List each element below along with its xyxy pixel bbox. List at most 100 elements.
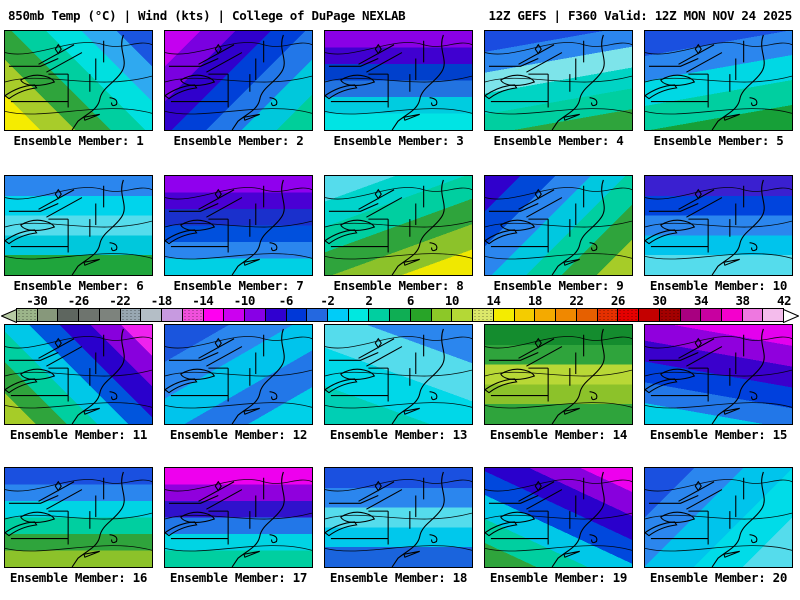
cape-cod-outline: [429, 534, 438, 544]
colorbar-segment--30C: [36, 309, 58, 321]
colorbar-segment-20C: [555, 309, 576, 321]
ensemble-panel-5: Ensemble Member: 5: [644, 30, 793, 148]
colorbar-segment-18C: [534, 309, 556, 321]
state-borders: [328, 477, 425, 545]
st-lawrence-river: [198, 189, 243, 218]
atlantic-coastline: [231, 471, 285, 567]
long-island-outline: [723, 113, 740, 121]
state-borders: [168, 477, 265, 545]
ensemble-member-label: Ensemble Member: 12: [169, 427, 308, 442]
cape-cod-outline: [429, 97, 438, 107]
lake-ontario-outline: [660, 219, 696, 232]
state-borders: [488, 477, 585, 545]
ensemble-map-member-14: [484, 324, 633, 425]
map-outlines-svg: [645, 179, 792, 275]
contour-lines: [645, 479, 792, 552]
colorbar-segment-14C: [492, 309, 514, 321]
lake-ontario-outline: [500, 511, 536, 524]
geography-lines: [165, 471, 285, 567]
long-island-outline: [563, 258, 580, 266]
cape-cod-outline: [589, 534, 598, 544]
atlantic-coastline: [711, 471, 765, 567]
colorbar-tick--26: -26: [67, 293, 90, 308]
station-diamond-marker: [54, 188, 62, 200]
lake-ontario-outline: [180, 511, 216, 524]
st-lawrence-river: [38, 44, 83, 73]
long-island-outline: [243, 113, 260, 121]
cape-cod-outline: [749, 391, 758, 401]
ensemble-panel-3: Ensemble Member: 3: [324, 30, 473, 148]
map-outlines-svg: [485, 34, 632, 130]
lake-ontario-outline: [660, 368, 696, 381]
atlantic-coastline: [391, 179, 445, 275]
contour-lines: [485, 42, 632, 115]
colorbar-tick--10: -10: [233, 293, 256, 308]
station-diamond-marker: [534, 188, 542, 200]
lake-ontario-outline: [660, 74, 696, 87]
ensemble-member-label: Ensemble Member: 10: [649, 278, 788, 293]
state-borders: [328, 334, 425, 402]
ensemble-member-label: Ensemble Member: 18: [329, 570, 468, 585]
ensemble-panel-14: Ensemble Member: 14: [484, 324, 633, 442]
cape-cod-outline: [109, 391, 118, 401]
ensemble-map-member-9: [484, 175, 633, 276]
map-outlines-svg: [645, 34, 792, 130]
st-lawrence-river: [518, 481, 563, 510]
map-outlines-svg: [165, 328, 312, 424]
state-borders: [488, 40, 585, 108]
geography-lines: [645, 34, 765, 130]
long-island-outline: [563, 407, 580, 415]
colorbar-tick-2: 2: [365, 293, 373, 308]
geography-lines: [165, 34, 285, 130]
colorbar-segment--24C: [98, 309, 120, 321]
long-island-outline: [83, 550, 100, 558]
lake-erie-outline: [485, 84, 518, 100]
contour-lines: [165, 187, 312, 260]
colorbar-segment--10C: [244, 309, 265, 321]
geography-lines: [485, 471, 605, 567]
station-diamond-marker: [54, 337, 62, 349]
colorbar-tick--22: -22: [109, 293, 131, 308]
lake-erie-outline: [5, 521, 38, 537]
ensemble-map-member-8: [324, 175, 473, 276]
lake-erie-outline: [325, 84, 358, 100]
st-lawrence-river: [518, 44, 563, 73]
cape-cod-outline: [429, 391, 438, 401]
station-diamond-marker: [694, 337, 702, 349]
station-diamond-marker: [694, 480, 702, 492]
long-island-outline: [243, 258, 260, 266]
state-borders: [328, 185, 425, 253]
colorbar-segment--8C: [264, 309, 286, 321]
geography-lines: [5, 471, 125, 567]
lake-ontario-outline: [180, 368, 216, 381]
map-outlines-svg: [485, 471, 632, 567]
ensemble-member-label: Ensemble Member: 14: [489, 427, 628, 442]
atlantic-coastline: [391, 328, 445, 424]
colorbar-scale: [0, 308, 800, 324]
atlantic-coastline: [551, 471, 605, 567]
ensemble-map-member-10: [644, 175, 793, 276]
st-lawrence-river: [518, 338, 563, 367]
ensemble-panel-19: Ensemble Member: 19: [484, 467, 633, 585]
ensemble-member-label: Ensemble Member: 19: [489, 570, 628, 585]
map-outlines-svg: [5, 34, 152, 130]
st-lawrence-river: [198, 338, 243, 367]
map-outlines-svg: [645, 328, 792, 424]
colorbar-segment--32C: [17, 309, 37, 321]
ensemble-panel-18: Ensemble Member: 18: [324, 467, 473, 585]
product-title: 850mb Temp (°C) | Wind (kts) | College o…: [8, 8, 406, 23]
lake-erie-outline: [325, 229, 358, 245]
colorbar-tick-26: 26: [610, 293, 626, 308]
ensemble-map-member-17: [164, 467, 313, 568]
ensemble-panel-17: Ensemble Member: 17: [164, 467, 313, 585]
colorbar-segment--14C: [202, 309, 224, 321]
ensemble-panel-10: Ensemble Member: 10: [644, 175, 793, 293]
colorbar-segment-10C: [451, 309, 473, 321]
st-lawrence-river: [198, 481, 243, 510]
st-lawrence-river: [38, 189, 83, 218]
atlantic-coastline: [551, 34, 605, 130]
long-island-outline: [403, 407, 420, 415]
lake-erie-outline: [5, 229, 38, 245]
ensemble-panel-8: Ensemble Member: 8: [324, 175, 473, 293]
contour-lines: [325, 336, 472, 409]
